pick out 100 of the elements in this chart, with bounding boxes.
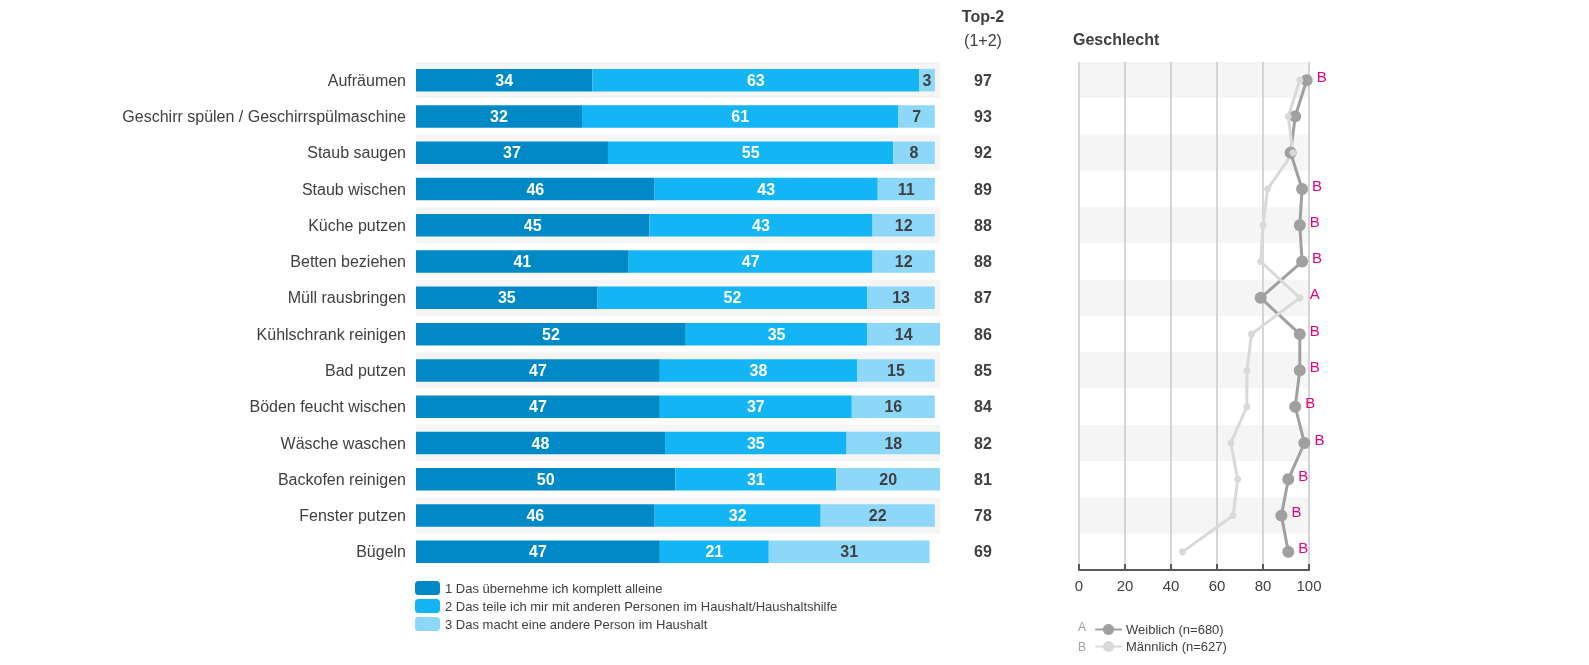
data-label: 43: [752, 216, 771, 234]
y-tick-label: Böden feucht wischen: [249, 398, 406, 416]
data-label: 45: [523, 216, 542, 234]
annotation: B: [1305, 394, 1316, 412]
x-tick-label: 80: [1254, 577, 1272, 594]
point: [1296, 255, 1309, 268]
bar: [851, 395, 935, 418]
text: 87: [974, 289, 992, 307]
bar: [628, 250, 873, 273]
data-label: 35: [746, 434, 765, 452]
annotation: B: [1298, 466, 1309, 484]
y-tick-label: Aufräumen: [327, 71, 406, 89]
y-tick-label: Betten beziehen: [290, 253, 406, 271]
bar: [768, 540, 930, 564]
legend-label: 2 Das teile ich mir mit anderen Personen im Haushalt/Haushaltshilfe: [445, 598, 838, 614]
data-label: 38: [749, 361, 768, 379]
data-label: 11: [897, 180, 915, 198]
data-label: 48: [531, 434, 550, 452]
bar: [416, 395, 660, 418]
bar: [592, 68, 920, 92]
point: [1296, 183, 1309, 195]
text: 89: [974, 180, 992, 198]
data-label: 21: [705, 543, 724, 561]
data-label: 34: [495, 71, 514, 89]
data-label: 46: [526, 507, 545, 525]
bar: [846, 431, 940, 455]
annotation: B: [1309, 212, 1320, 230]
text: 81: [974, 470, 992, 488]
annotation: B: [1316, 67, 1327, 85]
data-label: 52: [541, 325, 560, 343]
bar: [659, 359, 857, 382]
y-tick-label: Kühlschrank reinigen: [256, 325, 406, 343]
y-tick-label: Staub saugen: [307, 144, 406, 162]
point: [1229, 512, 1237, 520]
y-tick-label: Geschirr spülen / Geschirrspülmaschine: [122, 107, 407, 125]
point: [1293, 219, 1306, 232]
annotation: B: [1312, 176, 1323, 194]
bar: [665, 431, 847, 455]
bar: [893, 141, 935, 164]
point: [1296, 294, 1304, 302]
point: [1248, 330, 1255, 338]
annotation: B: [1309, 321, 1320, 339]
bar: [416, 322, 686, 346]
point: [1275, 509, 1288, 522]
data-label: 47: [529, 398, 547, 416]
data-label: 35: [767, 325, 786, 343]
data-label: 8: [909, 144, 919, 162]
data-label: 31: [840, 543, 859, 561]
y-tick-label: Staub wischen: [301, 180, 406, 198]
point: [1259, 221, 1267, 229]
data-label: 47: [741, 253, 760, 271]
bar: [416, 468, 676, 491]
bar: [597, 286, 868, 310]
text: (1+2): [964, 31, 1002, 49]
y-tick-label: Fenster putzen: [299, 507, 406, 525]
text: 88: [974, 253, 992, 271]
text: 97: [974, 71, 992, 89]
text: Top-2: [961, 7, 1005, 25]
bar: [416, 540, 660, 564]
point: [1243, 403, 1251, 411]
legend-label: Weiblich (n=680): [1126, 622, 1224, 637]
x-tick-label: 40: [1162, 577, 1180, 594]
data-label: 3: [922, 71, 932, 89]
text: B: [1077, 640, 1087, 654]
bar: [416, 177, 655, 201]
text: 82: [974, 434, 992, 452]
legend-label: 3 Das macht eine andere Person im Haushalt: [445, 616, 708, 632]
point: [1284, 112, 1292, 120]
data-label: 50: [536, 470, 555, 488]
data-label: 41: [513, 253, 532, 271]
data-label: 16: [884, 398, 903, 416]
point: [1282, 473, 1295, 486]
y-tick-label: Bad putzen: [325, 361, 406, 379]
text: 84: [974, 398, 992, 416]
point: [1296, 76, 1304, 84]
x-tick-label: 100: [1296, 577, 1322, 594]
text: 86: [974, 325, 992, 343]
bar: [898, 105, 935, 128]
data-label: 12: [894, 253, 913, 271]
text: 69: [974, 543, 992, 561]
bar: [659, 395, 852, 418]
bar: [856, 359, 935, 382]
point: [1234, 475, 1242, 483]
annotation: B: [1291, 503, 1302, 521]
annotation: B: [1314, 430, 1325, 448]
data-label: 7: [912, 107, 922, 125]
text: A: [1077, 620, 1087, 634]
point: [1289, 400, 1302, 413]
point: [1264, 185, 1272, 193]
y-tick-label: Küche putzen: [308, 216, 406, 234]
data-label: 35: [497, 289, 516, 307]
point: [1227, 439, 1235, 447]
data-label: 37: [503, 144, 521, 162]
data-label: 13: [892, 289, 911, 307]
data-label: 22: [868, 507, 887, 525]
data-label: 43: [757, 180, 776, 198]
bar: [654, 177, 878, 201]
text: 85: [974, 361, 992, 379]
point: [1282, 545, 1295, 558]
bar: [654, 504, 821, 527]
